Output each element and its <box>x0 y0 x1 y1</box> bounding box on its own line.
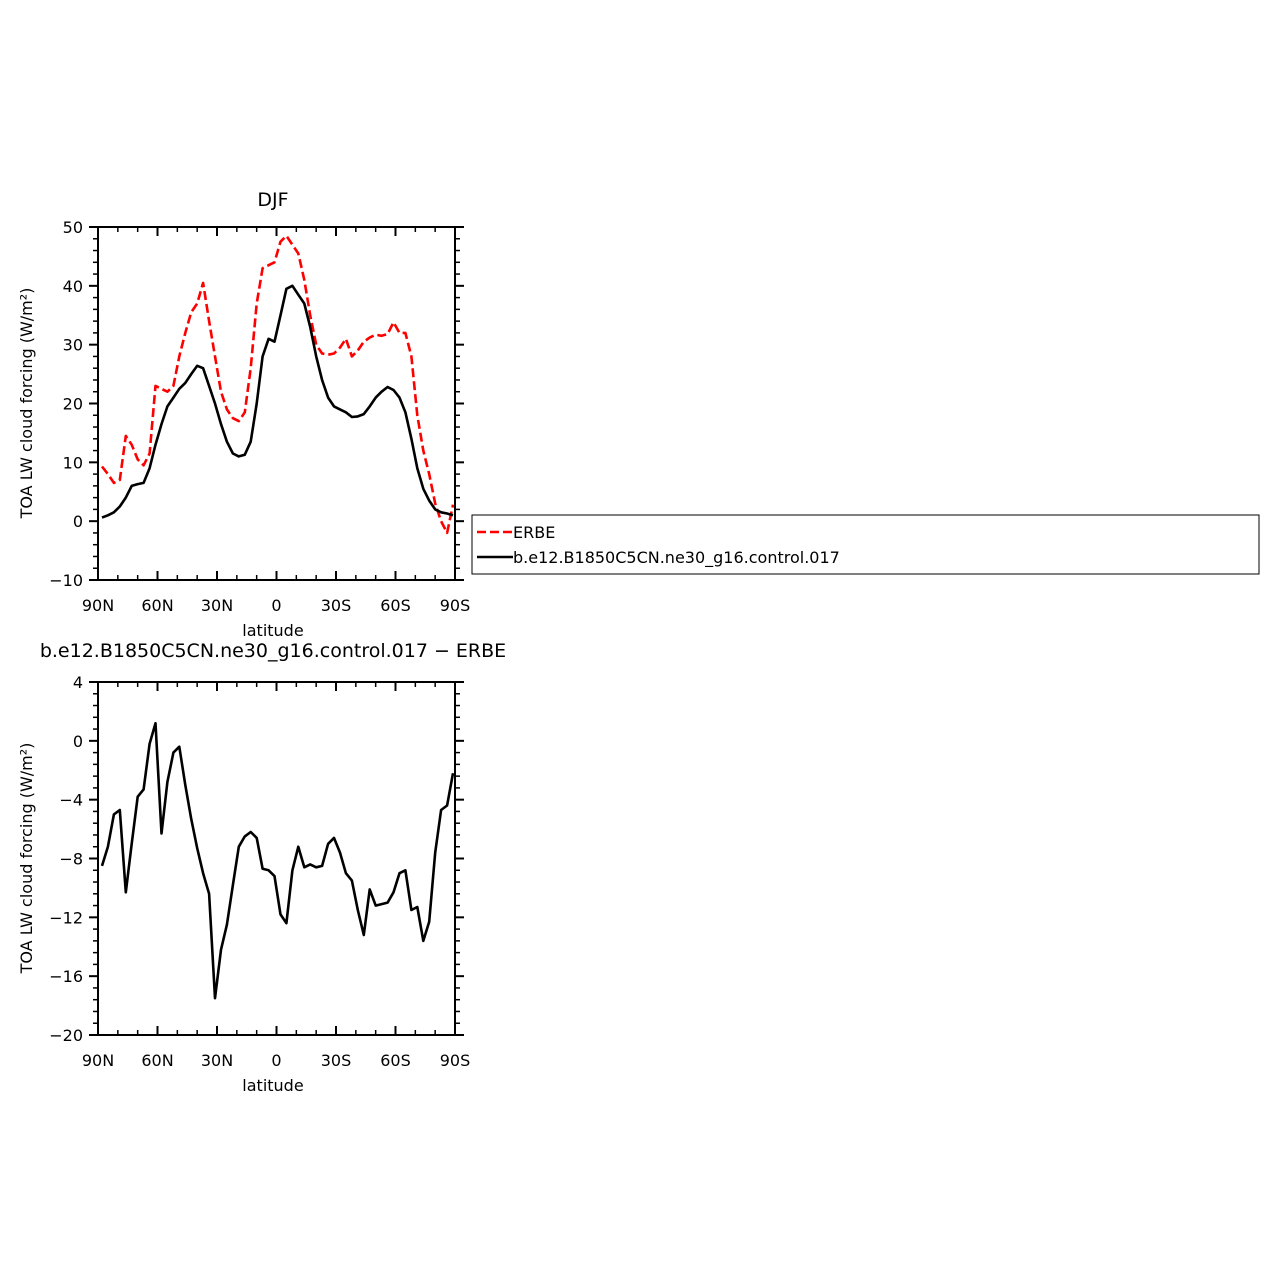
x-axis-label: latitude <box>242 1076 303 1095</box>
x-tick-label: 60S <box>380 1051 411 1070</box>
y-tick-label: 10 <box>63 453 83 472</box>
y-axis-label: TOA LW cloud forcing (W/m²) <box>17 743 36 975</box>
y-tick-label: 0 <box>73 512 83 531</box>
x-axis-label: latitude <box>242 621 303 640</box>
x-tick-label: 30S <box>321 596 352 615</box>
legend-box <box>471 514 1260 575</box>
chart-title: b.e12.B1850C5CN.ne30_g16.control.017 − E… <box>40 640 506 662</box>
plot-area: 90N 60N 30N 0 30S 60S 90S −10 0 10 20 30 40 50 <box>49 218 470 615</box>
series-line-0 <box>100 234 455 535</box>
y-axis-label: TOA LW cloud forcing (W/m²) <box>17 288 36 520</box>
x-tick-label: 90S <box>440 596 471 615</box>
y-tick-label: −16 <box>49 967 83 986</box>
legend-label-model: b.e12.B1850C5CN.ne30_g16.control.017 <box>513 548 840 568</box>
chart-djf: DJF latitude TOA LW cloud forcing (W/m²)… <box>17 189 470 640</box>
y-tick-label: 50 <box>63 218 83 237</box>
y-tick-label: −8 <box>59 850 83 869</box>
chart-difference: b.e12.B1850C5CN.ne30_g16.control.017 − E… <box>17 640 506 1095</box>
x-tick-label: 0 <box>271 596 281 615</box>
legend: ERBE b.e12.B1850C5CN.ne30_g16.control.01… <box>471 514 1260 575</box>
y-tick-label: 20 <box>63 395 83 414</box>
y-tick-label: −12 <box>49 908 83 927</box>
x-tick-label: 60N <box>141 596 173 615</box>
x-tick-label: 90N <box>82 596 114 615</box>
x-tick-label: 30S <box>321 1051 352 1070</box>
x-tick-label: 90S <box>440 1051 471 1070</box>
x-tick-label: 90N <box>82 1051 114 1070</box>
plot-area: 90N 60N 30N 0 30S 60S 90S −20 −16 −12 −8 −4 0 4 <box>49 673 470 1070</box>
y-tick-label: 30 <box>63 336 83 355</box>
y-tick-label: 40 <box>63 277 83 296</box>
x-tick-label: 60S <box>380 596 411 615</box>
y-tick-label: 0 <box>73 732 83 751</box>
y-tick-label: −10 <box>49 571 83 590</box>
x-tick-label: 60N <box>141 1051 173 1070</box>
series-line-0 <box>100 721 455 1000</box>
y-tick-label: 4 <box>73 673 83 692</box>
y-tick-label: −4 <box>59 791 83 810</box>
chart-title: DJF <box>257 189 288 211</box>
legend-label-erbe: ERBE <box>513 523 555 542</box>
y-tick-label: −20 <box>49 1026 83 1045</box>
x-tick-label: 30N <box>201 596 233 615</box>
x-tick-label: 30N <box>201 1051 233 1070</box>
series-line-1 <box>101 284 454 519</box>
x-tick-label: 0 <box>271 1051 281 1070</box>
